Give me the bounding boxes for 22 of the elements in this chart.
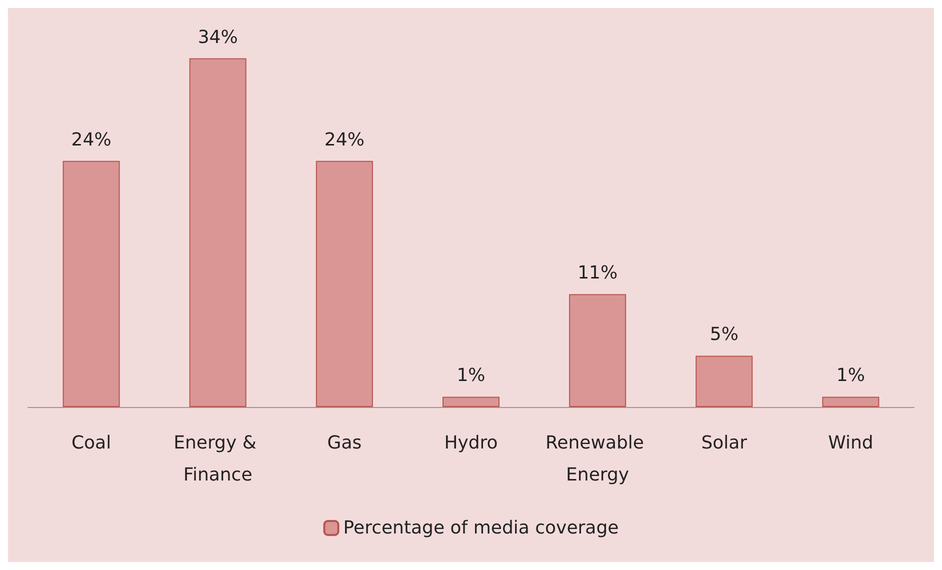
- data-label: 1%: [836, 365, 865, 386]
- x-tick-label: Wind: [828, 432, 874, 454]
- bar: [696, 356, 753, 407]
- data-label: 5%: [710, 324, 738, 346]
- x-tick-label: Energy & Finance: [174, 432, 262, 486]
- x-tick-label: Hydro: [444, 432, 498, 454]
- data-label: 24%: [71, 129, 112, 150]
- bar: [442, 396, 500, 407]
- data-label: 1%: [456, 365, 486, 386]
- data-label: 24%: [324, 129, 364, 150]
- bar: [316, 160, 373, 407]
- x-tick-label: Coal: [71, 432, 112, 454]
- bar: [189, 58, 246, 407]
- bar: [569, 294, 626, 407]
- x-tick-label: Gas: [327, 432, 362, 454]
- bar: [62, 160, 120, 407]
- legend-label: Percentage of media coverage: [343, 518, 619, 538]
- x-tick-label: Renewable Energy: [545, 432, 650, 486]
- bar: [822, 396, 880, 407]
- data-label: 11%: [578, 262, 618, 284]
- data-label: 34%: [198, 26, 238, 48]
- x-tick-label: Solar: [701, 432, 748, 454]
